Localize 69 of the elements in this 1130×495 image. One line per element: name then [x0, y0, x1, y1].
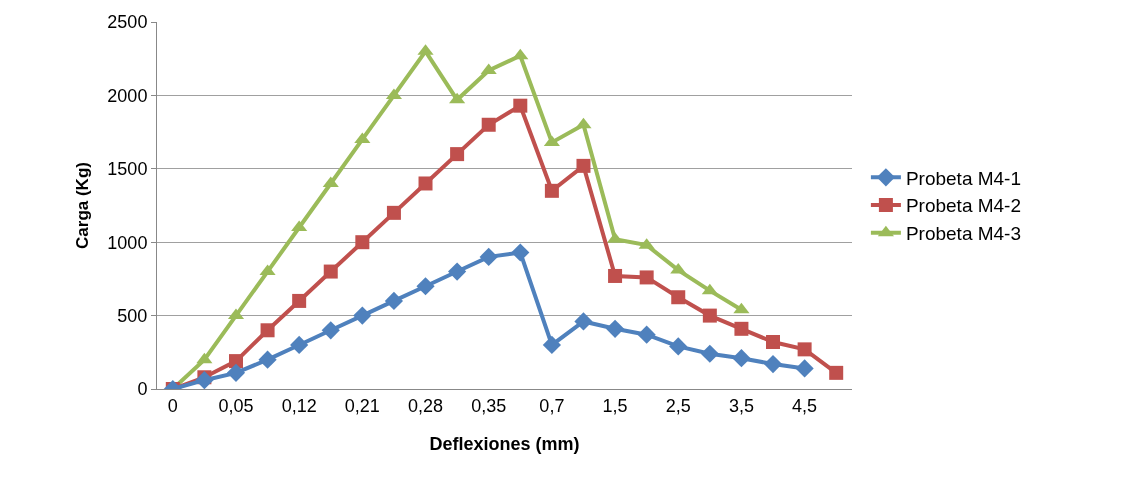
point	[260, 323, 275, 338]
x-tick-label: 0,21	[344, 395, 380, 416]
y-tick-label: 2000	[107, 85, 148, 106]
point	[479, 247, 498, 266]
point	[226, 363, 246, 382]
point	[511, 243, 530, 262]
point	[574, 312, 593, 331]
point	[353, 306, 372, 325]
point	[416, 277, 435, 296]
x-tick-label: 0,28	[408, 395, 444, 416]
point	[732, 349, 751, 368]
point	[669, 337, 688, 356]
point	[608, 268, 623, 283]
x-tick-label: 0,35	[471, 395, 507, 416]
point	[292, 293, 307, 308]
point	[386, 205, 401, 220]
x-tick-label: 1,5	[602, 395, 628, 416]
point	[449, 92, 466, 104]
y-tick-label: 1000	[107, 232, 148, 253]
y-tick-label: 1500	[107, 159, 148, 180]
point	[671, 290, 686, 305]
legend-label: Probeta M4-3	[905, 223, 1022, 245]
point	[259, 264, 276, 276]
legend-label: Probeta M4-1	[905, 167, 1022, 189]
point	[763, 354, 783, 374]
x-tick-label: 2,5	[665, 395, 691, 416]
x-tick-label: 0,05	[218, 395, 254, 416]
point	[544, 183, 559, 198]
point	[700, 344, 719, 363]
point	[702, 308, 717, 323]
point	[291, 220, 308, 232]
y-tick-label: 2500	[107, 12, 148, 33]
point	[576, 158, 591, 173]
x-tick-label: 4,5	[792, 395, 818, 416]
point	[323, 264, 338, 279]
y-tick-label: 0	[137, 379, 148, 400]
point	[418, 176, 433, 191]
point	[637, 325, 656, 344]
point	[290, 335, 309, 355]
point	[795, 359, 814, 378]
point	[321, 321, 340, 340]
y-axis-title: Carga (Kg)	[72, 162, 92, 249]
point	[512, 48, 529, 60]
point	[542, 335, 561, 355]
point	[258, 350, 277, 369]
point	[797, 342, 812, 357]
point	[829, 365, 844, 380]
point	[513, 98, 528, 113]
point	[639, 270, 654, 285]
x-tick-label: 3,5	[728, 395, 754, 416]
y-tick-label: 500	[117, 305, 148, 326]
point	[734, 321, 749, 336]
point	[450, 147, 465, 162]
point	[605, 319, 625, 338]
point	[575, 117, 592, 129]
point	[195, 371, 214, 389]
point	[733, 302, 750, 314]
point	[766, 335, 781, 350]
x-tick-label: 0,7	[539, 395, 565, 416]
x-tick-label: 0	[167, 395, 178, 416]
point	[384, 291, 404, 311]
point	[481, 117, 496, 132]
point	[448, 262, 467, 281]
legend-label: Probeta M4-2	[905, 195, 1022, 217]
x-axis-title: Deflexiones (mm)	[429, 433, 580, 454]
point	[355, 235, 370, 250]
x-tick-label: 0,12	[281, 395, 317, 416]
point	[196, 352, 213, 364]
point	[701, 283, 718, 295]
